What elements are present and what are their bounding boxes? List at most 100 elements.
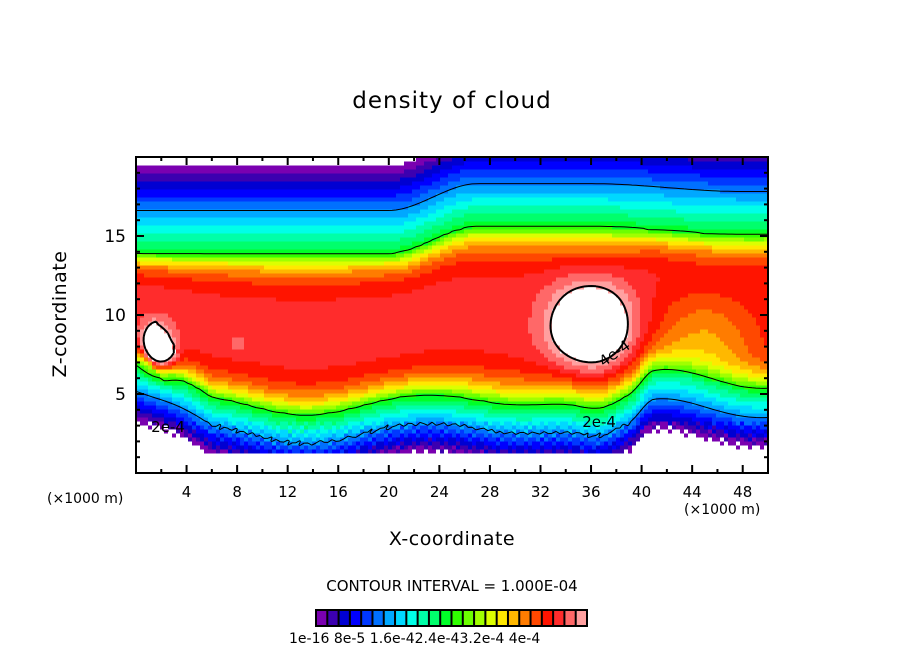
field-cell — [200, 441, 205, 446]
field-cell — [332, 465, 337, 470]
field-cell — [252, 329, 257, 334]
field-cell — [176, 161, 181, 166]
field-cell — [316, 181, 321, 186]
field-cell — [320, 189, 325, 194]
field-cell — [180, 337, 185, 342]
field-cell — [320, 277, 325, 282]
field-cell — [232, 197, 237, 202]
field-cell — [136, 397, 141, 402]
field-cell — [152, 181, 157, 186]
field-cell — [176, 425, 181, 430]
field-cell — [240, 469, 245, 473]
field-cell — [280, 377, 285, 382]
field-cell — [304, 305, 309, 310]
field-cell — [336, 425, 341, 430]
field-cell — [144, 381, 149, 386]
field-cell — [152, 361, 157, 366]
field-cell — [308, 173, 313, 178]
field-cell — [244, 349, 249, 354]
field-cell — [292, 193, 297, 198]
field-cell — [264, 417, 269, 422]
field-cell — [288, 409, 293, 414]
field-cell — [208, 305, 213, 310]
field-cell — [272, 377, 277, 382]
field-cell — [180, 397, 185, 402]
field-cell — [148, 385, 153, 390]
field-cell — [368, 177, 373, 182]
field-cell — [320, 273, 325, 278]
field-cell — [288, 233, 293, 238]
field-cell — [376, 221, 381, 226]
field-cell — [300, 425, 305, 430]
field-cell — [228, 285, 233, 290]
field-cell — [252, 293, 257, 298]
field-cell — [388, 449, 393, 454]
field-cell — [188, 289, 193, 294]
field-cell — [320, 165, 325, 170]
field-cell — [144, 389, 149, 394]
field-cell — [196, 277, 201, 282]
field-cell — [244, 341, 249, 346]
field-cell — [184, 457, 189, 462]
field-cell — [304, 221, 309, 226]
field-cell — [288, 397, 293, 402]
field-cell — [228, 229, 233, 234]
field-cell — [152, 197, 157, 202]
field-cell — [340, 449, 345, 454]
field-cell — [144, 261, 149, 266]
field-cell — [184, 201, 189, 206]
field-cell — [156, 289, 161, 294]
field-cell — [344, 417, 349, 422]
field-cell — [212, 469, 217, 473]
field-cell — [164, 437, 169, 442]
field-cell — [352, 369, 357, 374]
field-cell — [200, 181, 205, 186]
field-cell — [200, 173, 205, 178]
field-cell — [292, 205, 297, 210]
field-cell — [232, 265, 237, 270]
field-cell — [288, 277, 293, 282]
field-cell — [284, 465, 289, 470]
field-cell — [164, 249, 169, 254]
field-cell — [260, 421, 265, 426]
field-cell — [212, 209, 217, 214]
field-cell — [204, 261, 209, 266]
field-cell — [348, 321, 353, 326]
field-cell — [176, 405, 181, 410]
field-cell — [140, 213, 145, 218]
field-cell — [388, 421, 393, 426]
field-cell — [152, 309, 157, 314]
field-cell — [276, 265, 281, 270]
field-cell — [316, 177, 321, 182]
field-cell — [304, 377, 309, 382]
field-cell — [292, 157, 297, 162]
field-cell — [152, 169, 157, 174]
field-cell — [344, 241, 349, 246]
field-cell — [300, 373, 305, 378]
field-cell — [204, 177, 209, 182]
field-cell — [148, 345, 153, 350]
field-cell — [292, 437, 297, 442]
field-cell — [376, 257, 381, 262]
field-cell — [204, 441, 209, 446]
field-cell — [292, 189, 297, 194]
field-cell — [264, 413, 269, 418]
field-cell — [260, 249, 265, 254]
field-cell — [316, 265, 321, 270]
field-cell — [296, 173, 301, 178]
field-cell — [240, 381, 245, 386]
field-cell — [136, 389, 141, 394]
field-cell — [216, 425, 221, 430]
field-cell — [348, 453, 353, 458]
field-cell — [172, 225, 177, 230]
field-cell — [272, 217, 277, 222]
field-cell — [248, 361, 253, 366]
field-cell — [328, 333, 333, 338]
field-cell — [136, 429, 141, 434]
field-cell — [140, 393, 145, 398]
field-cell — [172, 209, 177, 214]
field-cell — [384, 185, 389, 190]
field-cell — [336, 205, 341, 210]
field-cell — [196, 165, 201, 170]
field-cell — [368, 377, 373, 382]
